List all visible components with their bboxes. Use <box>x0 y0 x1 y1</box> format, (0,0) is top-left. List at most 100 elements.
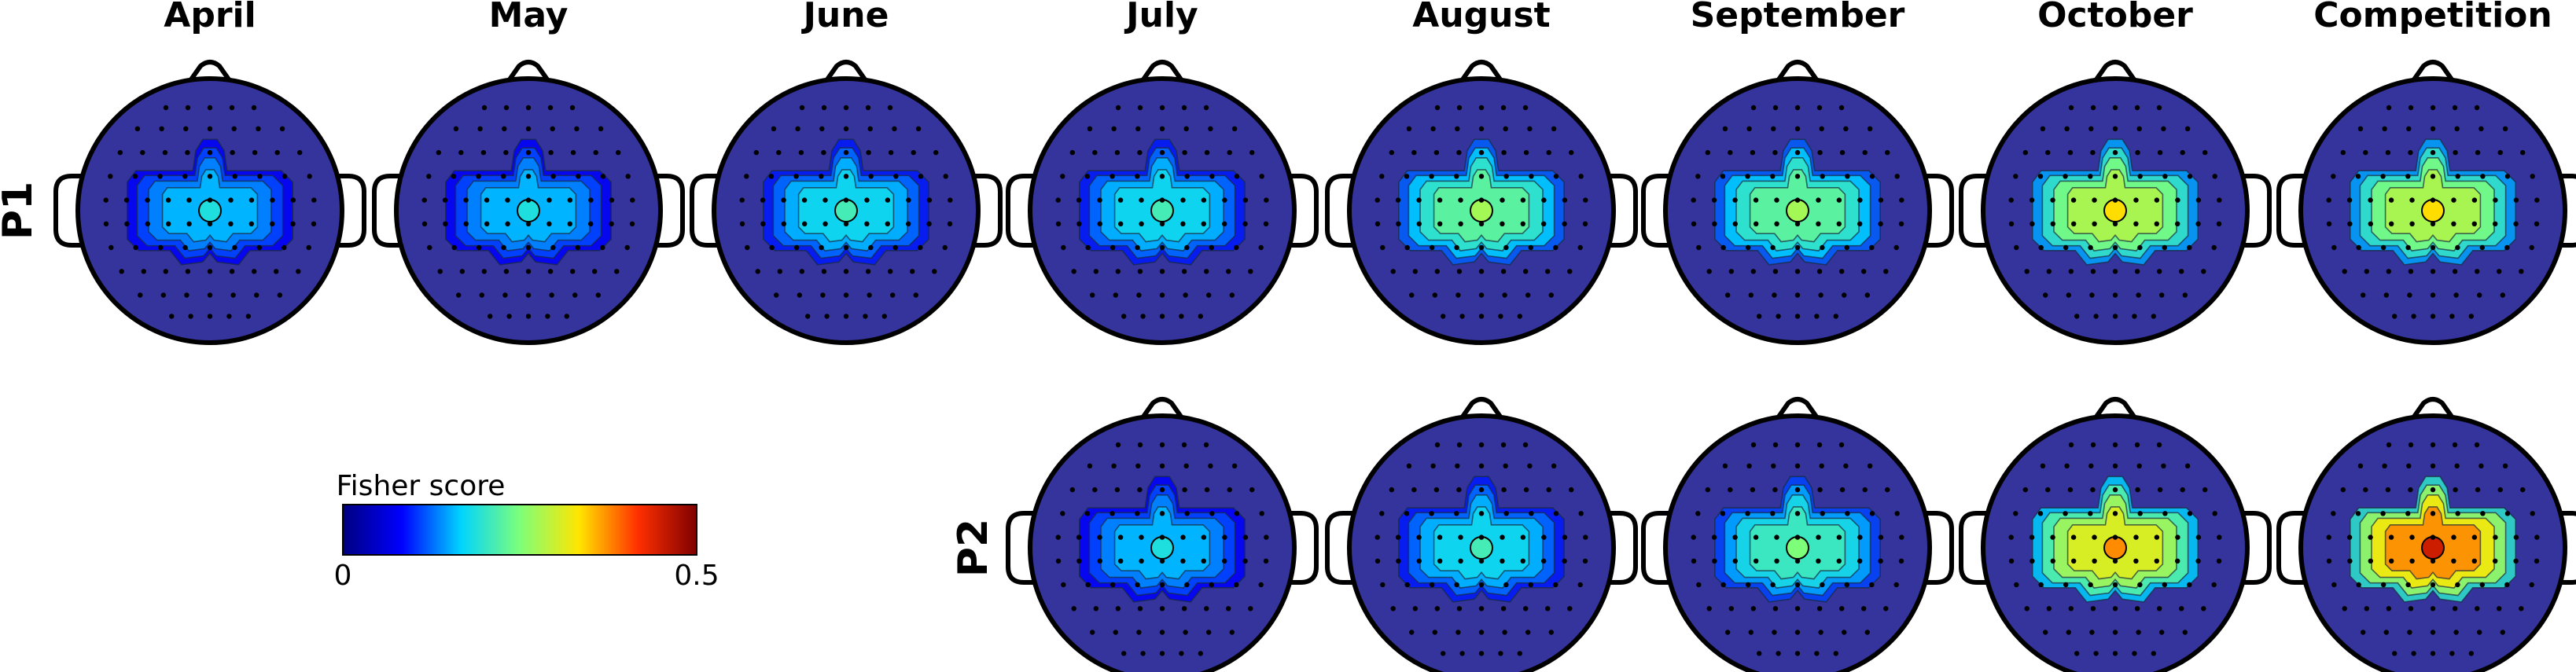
electrode <box>1878 197 1884 203</box>
electrode <box>2112 269 2118 274</box>
electrode <box>230 149 235 156</box>
head-map-p2-october <box>1959 397 2272 672</box>
nose <box>187 60 233 83</box>
electrode <box>1159 606 1165 611</box>
electrode <box>2157 269 2162 274</box>
electrode <box>821 269 827 274</box>
electrode <box>2154 197 2160 203</box>
electrode <box>2162 511 2168 516</box>
electrode <box>1478 221 1485 226</box>
electrode <box>1541 558 1547 564</box>
electrode <box>2342 606 2347 611</box>
electrode <box>2211 244 2217 251</box>
electrode <box>2449 651 2455 656</box>
electrode <box>1711 534 1717 540</box>
electrode <box>1264 197 1269 203</box>
electrode <box>1898 221 1904 226</box>
electrode <box>140 149 145 156</box>
electrode <box>1814 651 1820 656</box>
electrode <box>2513 221 2519 226</box>
electrode <box>2090 149 2096 156</box>
electrode <box>1578 174 1584 179</box>
electrode <box>1885 149 1890 156</box>
electrode <box>1433 487 1440 493</box>
electrode <box>824 314 830 319</box>
electrode <box>910 269 915 274</box>
electrode <box>1454 174 1459 179</box>
electrode <box>1229 292 1235 298</box>
electrode <box>1754 221 1759 226</box>
electrode <box>1234 511 1240 516</box>
electrode <box>1878 534 1884 540</box>
electrode <box>2453 630 2459 635</box>
electrode <box>2151 651 2156 656</box>
electrode <box>2386 442 2392 448</box>
electrode <box>1226 269 1231 274</box>
electrode <box>1520 558 1526 564</box>
electrode <box>588 221 594 226</box>
electrode <box>1820 582 1825 588</box>
electrode <box>2368 534 2373 540</box>
electrode <box>1857 221 1863 226</box>
electrode <box>185 105 191 111</box>
electrode <box>614 269 620 274</box>
electrode <box>256 244 262 251</box>
electrode <box>926 197 933 203</box>
electrode <box>1159 292 1165 298</box>
electrode <box>546 221 552 226</box>
electrode <box>2043 292 2048 298</box>
electrode <box>1087 126 1093 131</box>
electrode <box>2449 314 2455 319</box>
electrode <box>1406 463 1412 468</box>
electrode <box>1201 534 1207 540</box>
electrode <box>1412 269 1419 274</box>
electrode <box>1097 197 1102 203</box>
electrode <box>1883 606 1889 611</box>
electrode <box>2502 126 2508 131</box>
electrode <box>232 174 237 179</box>
peak-contour <box>1150 536 1174 560</box>
electrode <box>2430 651 2436 656</box>
electrode <box>270 221 275 226</box>
electrode <box>1209 174 1215 179</box>
column-title-june: June <box>801 0 889 35</box>
electrode <box>421 197 427 203</box>
electrode <box>2326 558 2332 564</box>
electrode <box>251 105 257 111</box>
electrode <box>2497 269 2502 274</box>
electrode <box>1818 292 1823 298</box>
left-ear <box>2276 511 2304 585</box>
electrode <box>820 292 826 298</box>
electrode <box>1055 197 1061 203</box>
electrode <box>1862 149 1868 156</box>
electrode <box>1374 221 1381 226</box>
electrode <box>1113 292 1119 298</box>
electrode <box>1263 558 1269 564</box>
electrode <box>1500 269 1507 274</box>
electrode <box>1695 174 1701 179</box>
electrode <box>2389 221 2394 226</box>
electrode <box>1695 511 1701 516</box>
electrode <box>1816 197 1821 203</box>
electrode <box>819 244 824 251</box>
electrode <box>2134 442 2140 448</box>
electrode <box>1867 463 1873 468</box>
electrode <box>2112 511 2118 516</box>
head-map-p1-june <box>690 60 1003 345</box>
electrode <box>1390 606 1396 611</box>
electrode <box>1231 463 1238 468</box>
electrode <box>123 197 130 203</box>
electrode <box>442 197 448 203</box>
electrode <box>2534 197 2540 203</box>
electrode <box>1137 269 1143 274</box>
electrode <box>525 244 532 251</box>
right-ear <box>1610 174 1638 248</box>
electrode <box>1390 269 1396 274</box>
electrode <box>1520 197 1526 203</box>
electrode <box>2405 174 2411 179</box>
electrode <box>550 244 556 251</box>
electrode <box>2136 630 2141 635</box>
electrode <box>1820 174 1825 179</box>
electrode <box>2479 244 2485 251</box>
electrode <box>2331 582 2337 588</box>
